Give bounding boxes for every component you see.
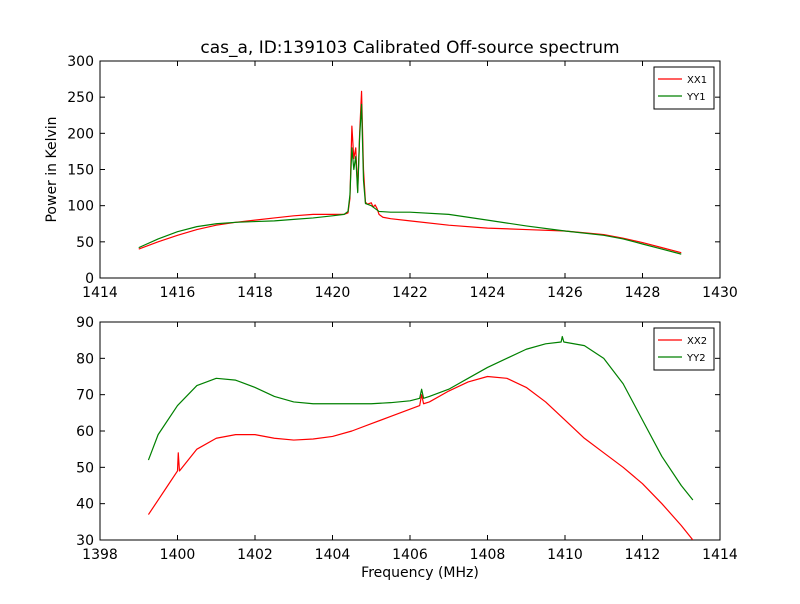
x-tick-label: 1428 xyxy=(625,285,661,301)
y-tick-label: 200 xyxy=(67,126,94,142)
x-tick-label: 1414 xyxy=(82,285,118,301)
y-tick-label: 60 xyxy=(76,424,94,440)
legend-box xyxy=(653,66,715,110)
legend: XX1 YY1 xyxy=(653,66,715,110)
axes-frame xyxy=(99,321,721,541)
legend-label-xx1: XX1 xyxy=(687,75,707,86)
x-tick-label: 1420 xyxy=(315,285,351,301)
x-tick-label: 1404 xyxy=(315,547,351,563)
legend-box xyxy=(653,327,715,371)
y-tick-label: 50 xyxy=(76,460,94,476)
x-tick-label: 1418 xyxy=(237,285,273,301)
x-tick-label: 1408 xyxy=(470,547,506,563)
x-tick-label: 1398 xyxy=(82,547,118,563)
y-tick-label: 50 xyxy=(76,235,94,251)
legend-label-yy2: YY2 xyxy=(686,353,706,364)
x-tick-label: 1422 xyxy=(392,285,428,301)
y-tick-label: 300 xyxy=(67,54,94,70)
y-tick-label: 150 xyxy=(67,163,94,179)
bottom-panel: 1398 1400 1402 1404 1406 1408 1410 1412 1414 30 40… xyxy=(76,315,738,581)
series-line-yy1 xyxy=(138,103,682,255)
legend: XX2 YY2 xyxy=(653,327,715,371)
x-tick-label: 1406 xyxy=(392,547,428,563)
figure-title: cas_a, ID:139103 Calibrated Off-source s… xyxy=(200,38,619,58)
y-tick-label: 40 xyxy=(76,497,94,513)
axes-frame xyxy=(99,60,721,279)
y-tick-label: 30 xyxy=(76,533,94,549)
y-axis-label: Power in Kelvin xyxy=(44,116,60,222)
y-tick-label: 80 xyxy=(76,351,94,367)
y-tick-label: 90 xyxy=(76,315,94,331)
series-line-yy2 xyxy=(147,335,694,501)
legend-label-xx2: XX2 xyxy=(687,336,707,347)
x-tick-label: 1410 xyxy=(547,547,583,563)
x-axis-label: Frequency (MHz) xyxy=(361,565,479,581)
x-tick-label: 1416 xyxy=(160,285,196,301)
y-tick-label: 250 xyxy=(67,90,94,106)
y-tick-label: 70 xyxy=(76,388,94,404)
y-tick-label: 0 xyxy=(85,271,94,287)
x-tick-label: 1424 xyxy=(470,285,506,301)
x-tick-label: 1412 xyxy=(625,547,661,563)
series-line-xx2 xyxy=(147,375,694,540)
x-tick-label: 1426 xyxy=(547,285,583,301)
x-tick-label: 1400 xyxy=(160,547,196,563)
x-tick-label: 1414 xyxy=(702,547,738,563)
y-tick-label: 100 xyxy=(67,199,94,215)
legend-label-yy1: YY1 xyxy=(686,92,706,103)
top-panel: 1414 1416 1418 1420 1422 1424 1426 1428 1430 0 50 1… xyxy=(44,54,738,301)
x-tick-label: 1402 xyxy=(237,547,273,563)
x-tick-label: 1430 xyxy=(702,285,738,301)
